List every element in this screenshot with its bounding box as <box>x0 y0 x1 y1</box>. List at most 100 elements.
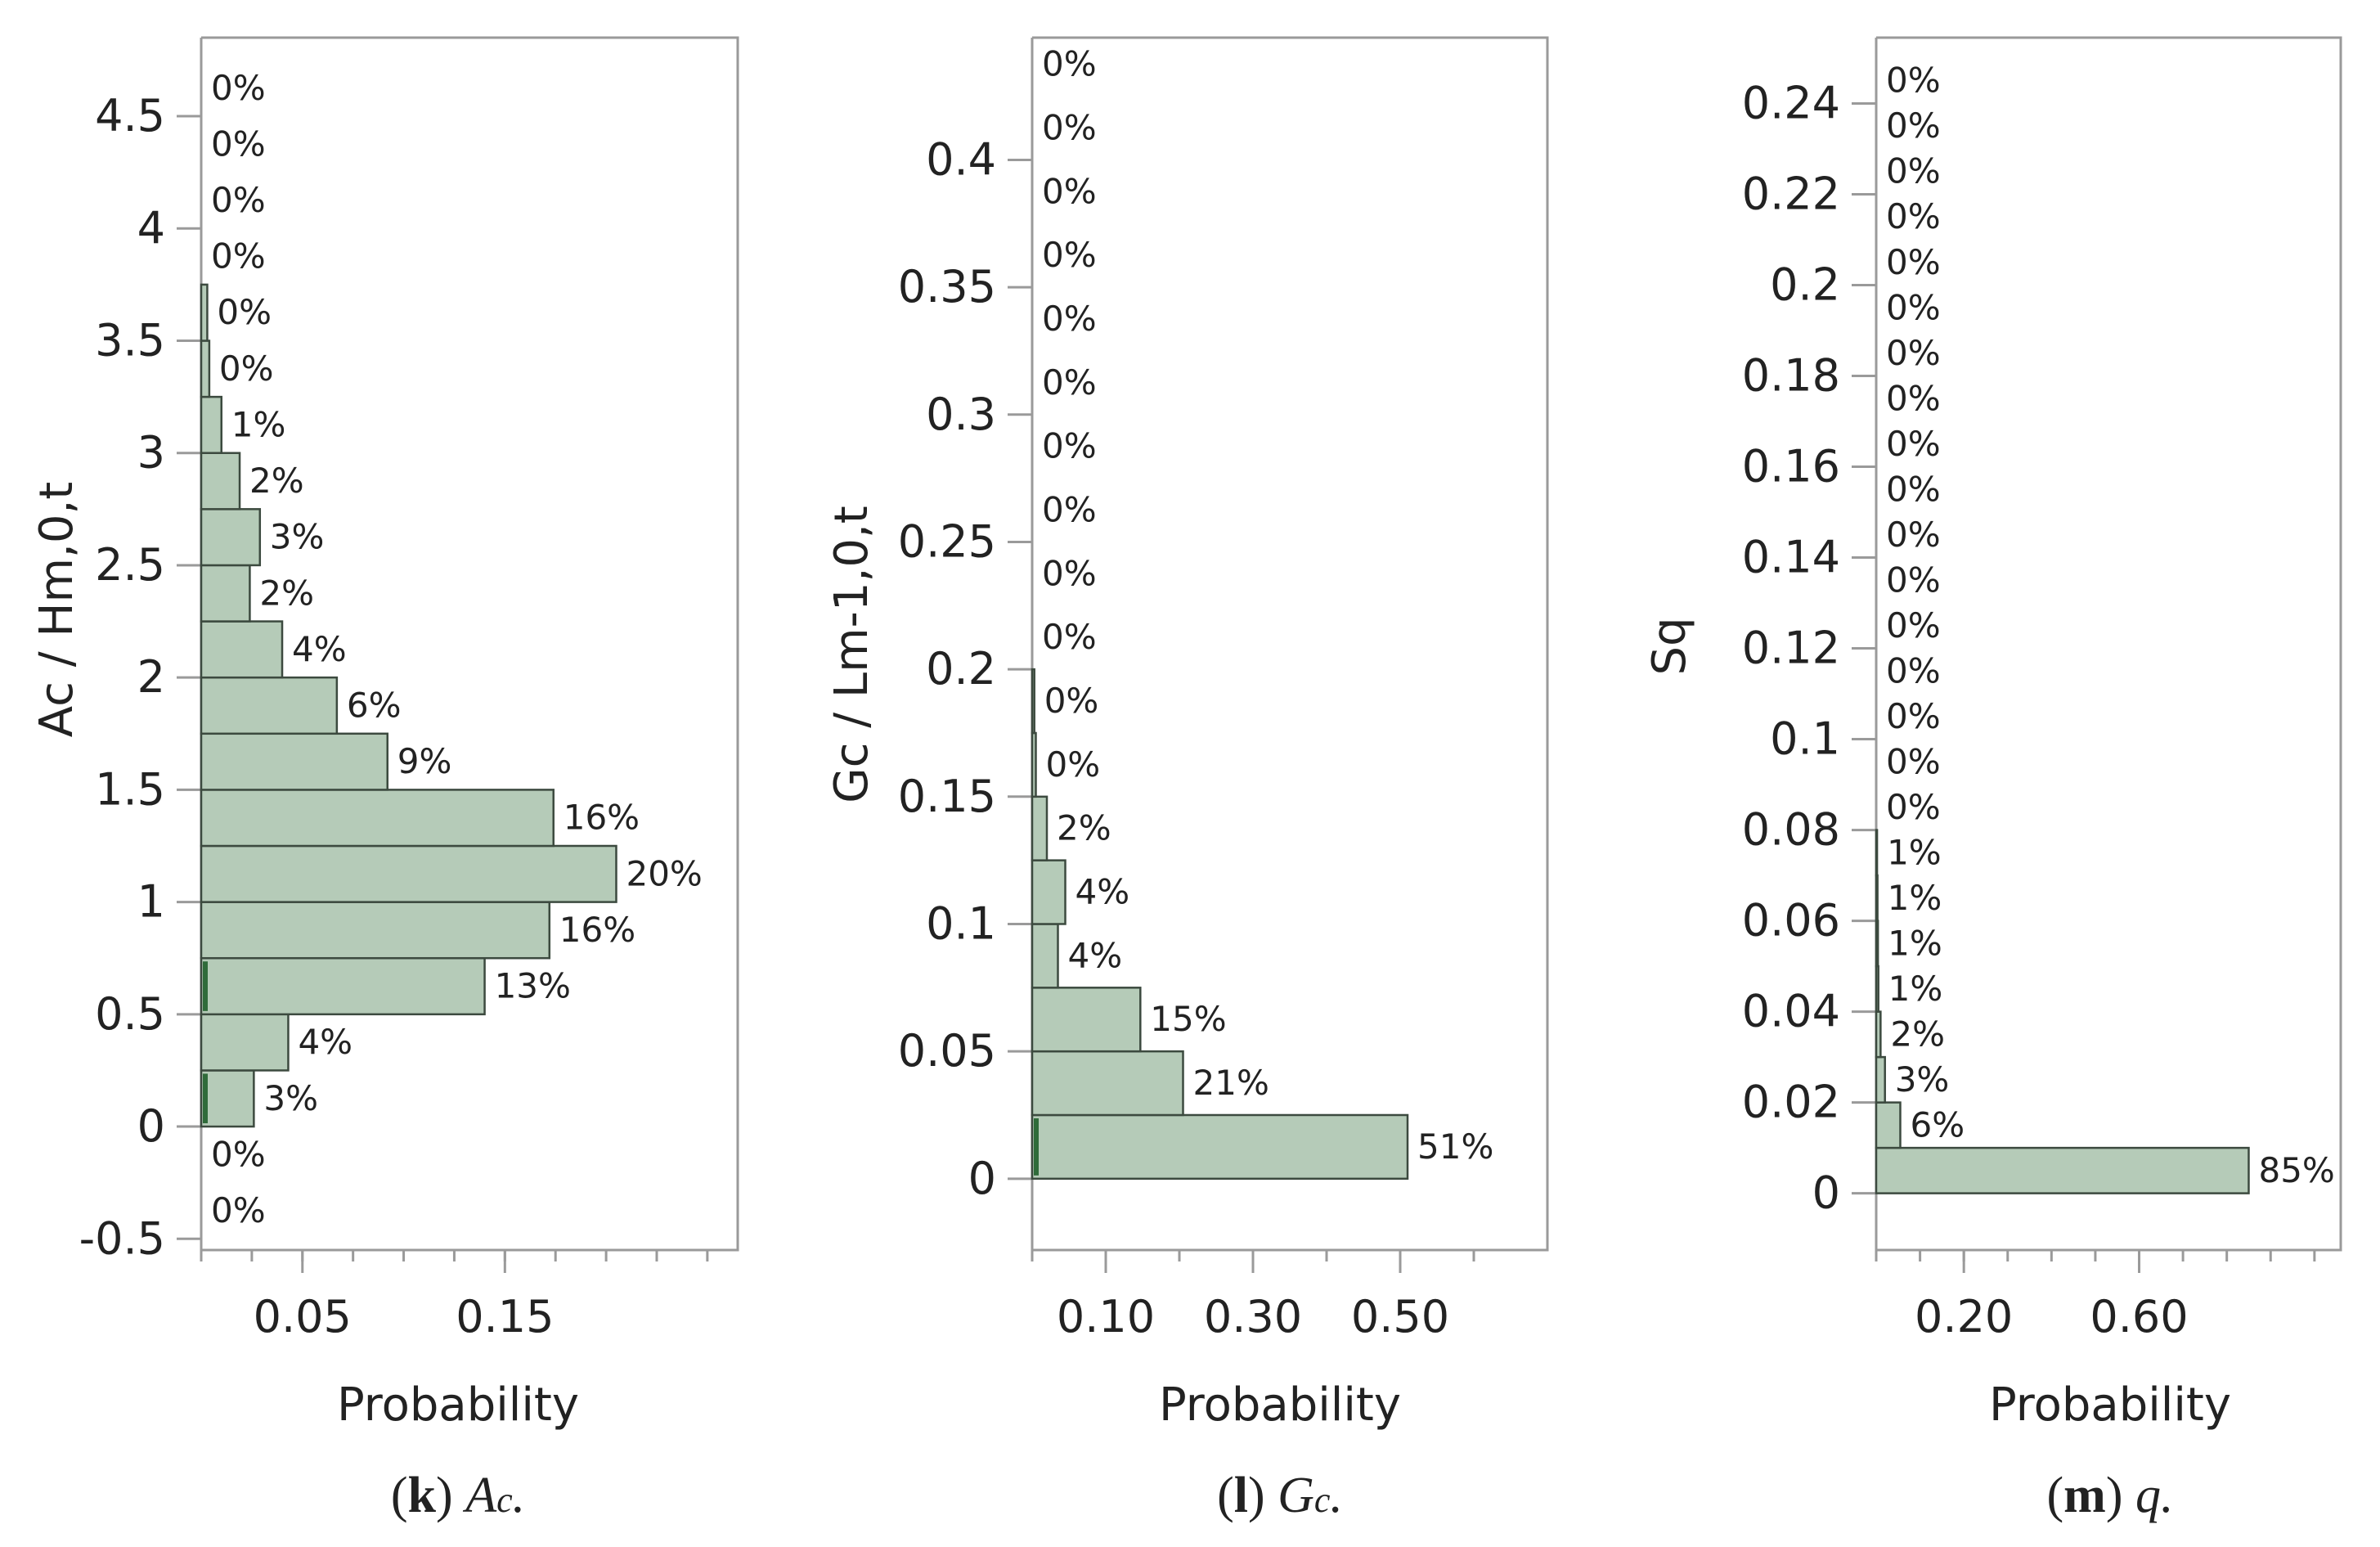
bar-percent-label: 0% <box>1042 299 1097 339</box>
histogram-bar <box>200 901 551 960</box>
bar-percent-label: 0% <box>211 180 266 220</box>
bar-percent-label: 0% <box>219 349 274 389</box>
bar-percent-label: 0% <box>1886 560 1941 600</box>
y-tick-label: 3 <box>137 427 165 479</box>
plot-frame <box>1032 36 1549 1252</box>
bar-percent-label: 0% <box>1886 151 1941 191</box>
histogram-bar <box>1031 923 1059 989</box>
y-tick-label: 0.15 <box>898 771 996 822</box>
y-tick-label: 0.04 <box>1742 986 1840 1037</box>
histogram-bar <box>200 620 284 679</box>
bar-percent-label: 1% <box>1888 969 1943 1009</box>
y-tick-label: 4.5 <box>95 90 165 142</box>
histogram-bar <box>1875 1055 1886 1104</box>
x-axis-label: Probability <box>1159 1378 1401 1432</box>
bar-percent-label: 0% <box>1886 424 1941 464</box>
bar-percent-label: 0% <box>1886 696 1941 736</box>
bar-percent-label: 0% <box>1042 490 1097 530</box>
y-tick-label: 0.24 <box>1742 77 1840 128</box>
histogram-bar <box>1875 1146 2250 1194</box>
histogram-bar <box>1031 668 1035 735</box>
bar-percent-label: 0% <box>1042 553 1097 593</box>
bar-percent-label: 0% <box>1886 515 1941 555</box>
bar-percent-label: 0% <box>1886 242 1941 282</box>
bar-percent-label: 3% <box>270 517 325 557</box>
bar-percent-label: 0% <box>1044 681 1099 721</box>
y-tick-label: 4 <box>137 202 165 254</box>
bar-percent-label: 0% <box>1886 650 1941 690</box>
y-tick-label: 2 <box>137 651 165 703</box>
bar-percent-label: 3% <box>1895 1059 1950 1100</box>
x-tick-label: 0.30 <box>1204 1291 1302 1342</box>
bar-percent-label: 0% <box>211 1134 266 1174</box>
histogram-bar <box>200 732 388 791</box>
bar-percent-label: 1% <box>1887 832 1942 872</box>
y-tick-label: 0.4 <box>926 133 996 185</box>
panel-caption: (m) q. <box>2047 1468 2174 1523</box>
histogram-bar <box>200 789 555 848</box>
histogram-panel-l: 0 0.05 0.1 0.15 0.2 0.25 0.3 0.35 0.4 0.10 0.30 0.5… <box>825 36 1549 1523</box>
bar-percent-label: 0% <box>1886 61 1941 101</box>
bar-percent-label: 0% <box>211 124 266 164</box>
y-tick-label: 0 <box>1812 1167 1840 1219</box>
bar-percent-label: 0% <box>1886 787 1941 827</box>
bar-percent-label: 2% <box>249 461 304 501</box>
bar-percent-label: 0% <box>1042 235 1097 275</box>
y-tick-label: 2.5 <box>95 539 165 591</box>
histogram-bar <box>1875 965 1879 1013</box>
histogram-bar <box>200 283 209 342</box>
bar-percent-label: 1% <box>1888 878 1942 918</box>
x-tick-label: 0.60 <box>2090 1291 2188 1342</box>
histogram-bar <box>200 1013 290 1072</box>
y-tick-label: 0.05 <box>898 1025 996 1077</box>
plot-frame <box>201 36 739 1252</box>
histogram-bar <box>1031 795 1049 861</box>
histogram-bar <box>1031 859 1067 925</box>
y-tick-label: 0.3 <box>926 389 996 440</box>
histogram-bar <box>1031 1113 1409 1180</box>
y-tick-label: 0.08 <box>1742 804 1840 856</box>
bar-percent-label: 4% <box>292 629 347 669</box>
bar-percent-label: 51% <box>1417 1127 1493 1167</box>
histogram-bar-accent <box>203 961 208 1011</box>
histogram-bar <box>1875 874 1879 922</box>
x-axis-label: Probability <box>337 1378 579 1432</box>
bar-percent-label: 0% <box>1886 605 1941 645</box>
y-tick-label: 0.22 <box>1742 168 1840 219</box>
y-tick-label: 0.02 <box>1742 1077 1840 1128</box>
y-tick-label: 3.5 <box>95 315 165 367</box>
y-tick-label: 0.2 <box>1770 259 1840 311</box>
bar-percent-label: 4% <box>298 1022 353 1062</box>
histogram-bar <box>200 508 262 567</box>
x-tick-label: 0.15 <box>456 1291 554 1342</box>
bar-percent-label: 9% <box>397 741 452 781</box>
y-tick-label: 0 <box>137 1100 165 1152</box>
bar-percent-label: 0% <box>1042 426 1097 466</box>
bar-percent-label: 0% <box>1886 333 1941 373</box>
x-tick-label: 0.50 <box>1351 1291 1449 1342</box>
y-tick-label: 0 <box>968 1153 996 1204</box>
bar-percent-label: 0% <box>1886 196 1941 236</box>
bar-percent-label: 16% <box>559 910 635 950</box>
y-tick-label: 0.16 <box>1742 441 1840 492</box>
bar-percent-label: 0% <box>211 236 266 277</box>
bar-percent-label: 0% <box>1042 617 1097 657</box>
bar-percent-label: 0% <box>1886 287 1941 327</box>
y-axis-label: Gc / Lm-1,0,t <box>825 506 878 803</box>
bar-percent-label: 6% <box>347 685 402 725</box>
bar-percent-label: 0% <box>1042 171 1097 211</box>
histogram-panel-m: 00.020.040.060.080.10.120.140.160.180.20… <box>1643 36 2342 1523</box>
bar-percent-label: 0% <box>211 68 266 108</box>
bar-percent-label: 85% <box>2258 1150 2334 1190</box>
bar-percent-label: 0% <box>1046 744 1101 785</box>
y-tick-label: 1.5 <box>95 763 165 815</box>
bar-percent-label: 1% <box>1888 923 1942 963</box>
bar-percent-label: 2% <box>259 573 314 613</box>
bar-percent-label: 2% <box>1890 1014 1945 1054</box>
y-axis-label: Sq <box>1643 617 1696 675</box>
y-tick-label: 0.18 <box>1742 350 1840 402</box>
histogram-bar <box>1875 829 1879 877</box>
bar-percent-label: 0% <box>1886 106 1941 146</box>
x-axis-label: Probability <box>1989 1378 2231 1432</box>
